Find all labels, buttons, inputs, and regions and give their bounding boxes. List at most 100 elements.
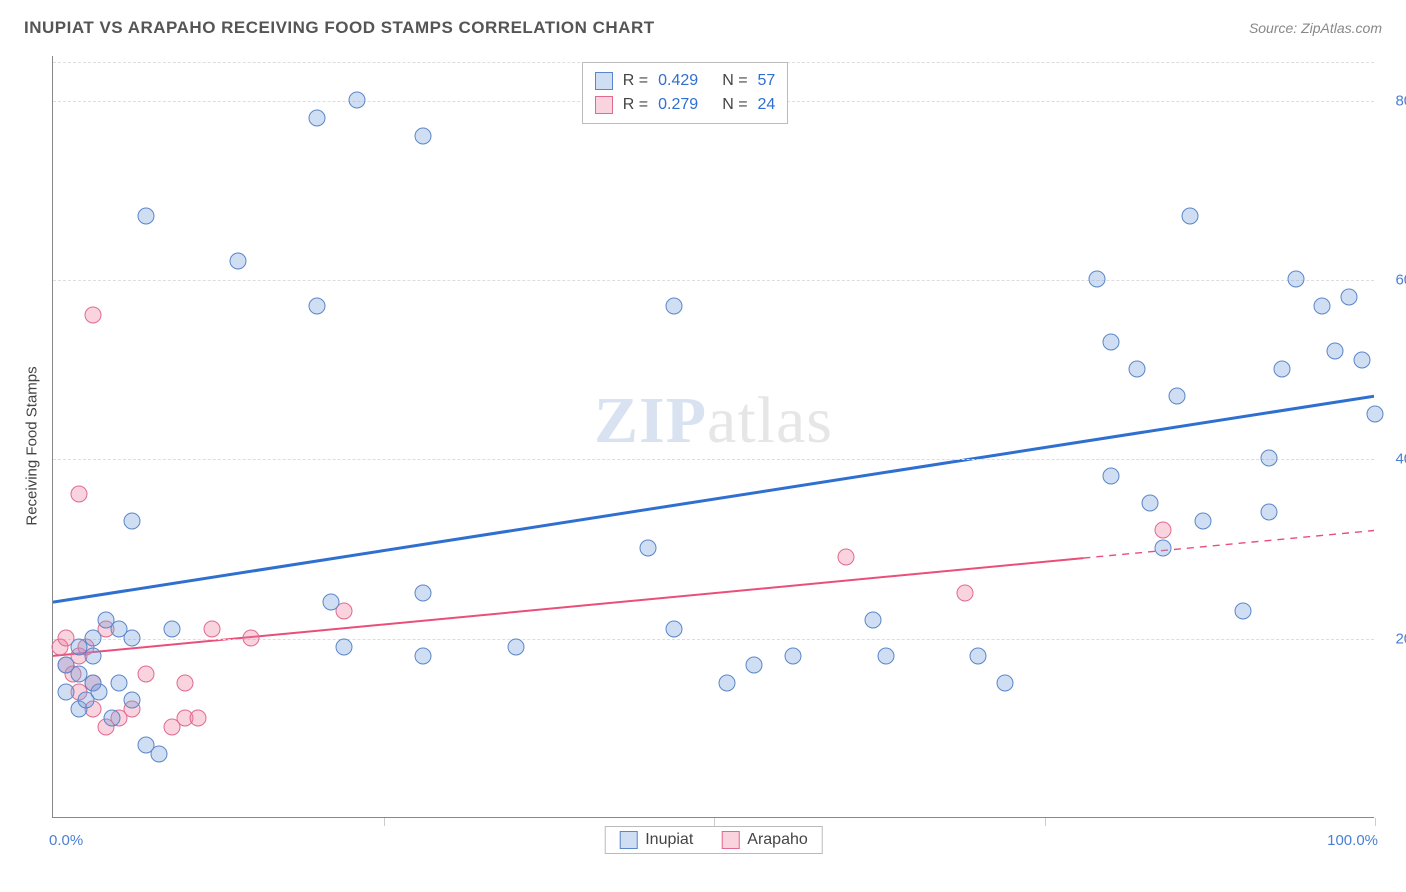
data-point [111, 674, 128, 691]
data-point [415, 647, 432, 664]
data-point [507, 638, 524, 655]
data-point [124, 629, 141, 646]
data-point [1168, 387, 1185, 404]
data-point [309, 298, 326, 315]
data-point [877, 647, 894, 664]
scatter-plot: ZIPatlas 20.0%40.0%60.0%80.0%0.0%100.0%R… [52, 56, 1374, 818]
data-point [71, 486, 88, 503]
legend-item: Inupiat [619, 831, 693, 849]
data-point [1274, 360, 1291, 377]
gridline-h [53, 280, 1374, 281]
data-point [1367, 405, 1384, 422]
legend-swatch [595, 72, 613, 90]
legend-swatch [721, 831, 739, 849]
trend-line [53, 558, 1083, 656]
stat-n-value: 57 [758, 69, 776, 93]
data-point [666, 298, 683, 315]
data-point [243, 629, 260, 646]
y-tick-label: 60.0% [1395, 272, 1406, 289]
data-point [1102, 468, 1119, 485]
x-tick [1045, 818, 1046, 826]
data-point [1353, 351, 1370, 368]
data-point [124, 513, 141, 530]
data-point [104, 710, 121, 727]
data-point [84, 306, 101, 323]
data-point [84, 629, 101, 646]
data-point [970, 647, 987, 664]
watermark-prefix: ZIP [594, 384, 707, 457]
data-point [1261, 450, 1278, 467]
y-tick-label: 40.0% [1395, 451, 1406, 468]
x-tick-label: 100.0% [1327, 832, 1378, 849]
stats-row: R = 0.279 N = 24 [595, 93, 776, 117]
data-point [177, 674, 194, 691]
data-point [1181, 208, 1198, 225]
y-tick-label: 80.0% [1395, 92, 1406, 109]
data-point [415, 127, 432, 144]
stat-n-label: N = [722, 93, 747, 117]
data-point [137, 665, 154, 682]
data-point [203, 620, 220, 637]
data-point [1155, 522, 1172, 539]
stat-r-value: 0.429 [658, 69, 698, 93]
data-point [996, 674, 1013, 691]
data-point [309, 109, 326, 126]
data-point [1142, 495, 1159, 512]
data-point [785, 647, 802, 664]
data-point [639, 540, 656, 557]
legend-label: Inupiat [645, 831, 693, 849]
data-point [957, 584, 974, 601]
data-point [415, 584, 432, 601]
data-point [349, 91, 366, 108]
data-point [91, 683, 108, 700]
data-point [1261, 504, 1278, 521]
watermark: ZIPatlas [594, 383, 833, 459]
data-point [322, 593, 339, 610]
data-point [84, 647, 101, 664]
data-point [838, 549, 855, 566]
x-tick [1375, 818, 1376, 826]
source-label: Source: ZipAtlas.com [1249, 20, 1382, 36]
y-axis-label: Receiving Food Stamps [23, 366, 40, 525]
y-tick-label: 20.0% [1395, 630, 1406, 647]
data-point [163, 620, 180, 637]
stat-n-value: 24 [758, 93, 776, 117]
data-point [1287, 271, 1304, 288]
data-point [745, 656, 762, 673]
stat-r-value: 0.279 [658, 93, 698, 117]
data-point [190, 710, 207, 727]
stat-r-label: R = [623, 93, 648, 117]
gridline-h [53, 459, 1374, 460]
data-point [1314, 298, 1331, 315]
data-point [1195, 513, 1212, 530]
data-point [1102, 333, 1119, 350]
data-point [150, 746, 167, 763]
data-point [1340, 289, 1357, 306]
data-point [335, 638, 352, 655]
data-point [58, 683, 75, 700]
watermark-suffix: atlas [707, 384, 833, 457]
data-point [230, 253, 247, 270]
x-tick [384, 818, 385, 826]
stat-r-label: R = [623, 69, 648, 93]
chart-title: INUPIAT VS ARAPAHO RECEIVING FOOD STAMPS… [24, 18, 655, 38]
data-point [1129, 360, 1146, 377]
correlation-stats-box: R = 0.429 N = 57 R = 0.279 N = 24 [582, 62, 789, 124]
data-point [1234, 602, 1251, 619]
x-tick-label: 0.0% [49, 832, 83, 849]
legend-item: Arapaho [721, 831, 808, 849]
data-point [1155, 540, 1172, 557]
data-point [864, 611, 881, 628]
data-point [666, 620, 683, 637]
x-tick [714, 818, 715, 826]
data-point [137, 208, 154, 225]
trend-lines [53, 56, 1374, 817]
data-point [1089, 271, 1106, 288]
trend-line [53, 396, 1374, 602]
legend-swatch [595, 96, 613, 114]
trend-line-extrapolated [1083, 531, 1374, 559]
stat-n-label: N = [722, 69, 747, 93]
stats-row: R = 0.429 N = 57 [595, 69, 776, 93]
series-legend: Inupiat Arapaho [604, 826, 823, 854]
data-point [719, 674, 736, 691]
